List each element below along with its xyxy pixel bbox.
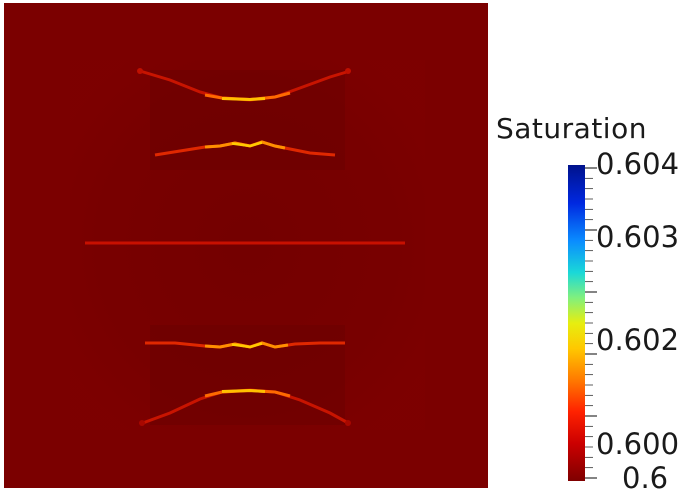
lower-wave (145, 341, 345, 349)
colorbar-label-0602: 0.602 (596, 323, 680, 357)
colorbar (568, 165, 597, 481)
colorbar-label-0600: 0.600 (596, 427, 680, 461)
colorbar-label-0603: 0.603 (596, 220, 680, 254)
legend-title: Saturation (496, 112, 647, 145)
colorbar-gradient (568, 165, 585, 481)
upper-arc (137, 68, 351, 102)
colorbar-ticks (585, 167, 597, 479)
colorbar-min-label: 0.6 (622, 461, 669, 495)
colorbar-max-label: 0.604 (596, 147, 680, 181)
upper-wave (154, 140, 336, 157)
lower-arc (139, 388, 351, 426)
